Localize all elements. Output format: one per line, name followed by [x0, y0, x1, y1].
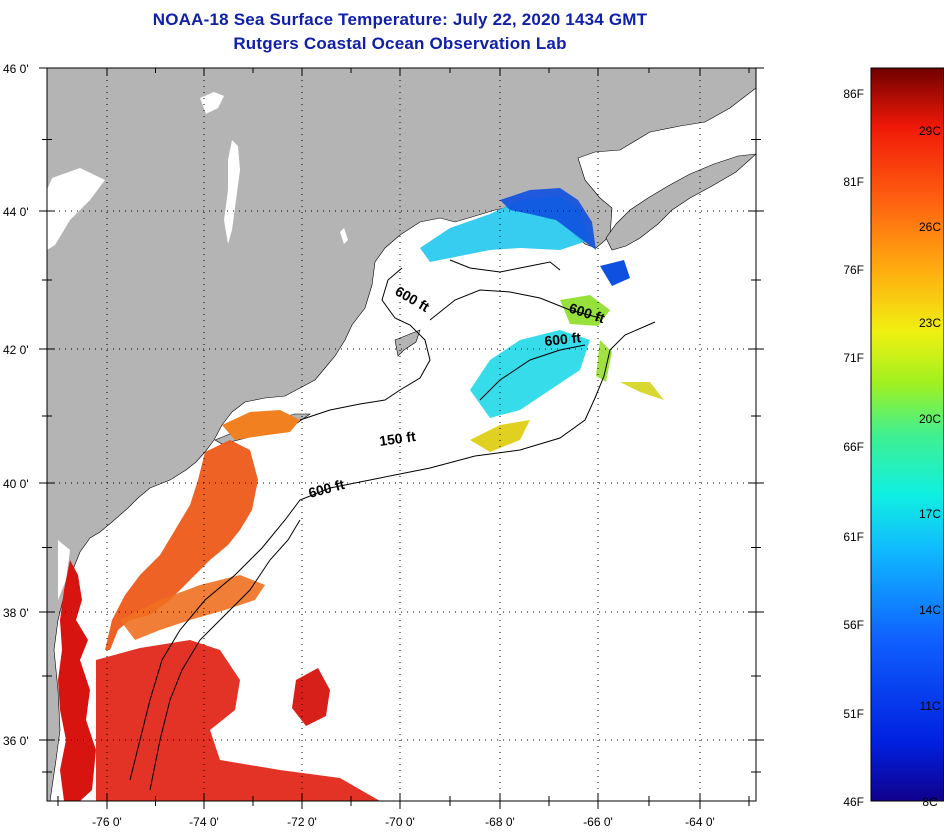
map-plot-area: 600 ft 600 ft 600 ft 150 ft 600 ft — [47, 68, 756, 801]
colorbar-label-86f: 86F — [843, 87, 864, 101]
sst-yellow-east — [620, 382, 664, 400]
longitude-labels: -76 0' -74 0' -72 0' -70 0' -68 0' -66 0… — [92, 815, 715, 829]
lat-label-36: 36 0' — [3, 734, 29, 748]
colorbar-label-46f: 46F — [843, 795, 864, 809]
colorbar-label-26c: 26C — [919, 220, 941, 234]
colorbar-label-61f: 61F — [843, 530, 864, 544]
colorbar-label-11c: 11C — [919, 699, 940, 713]
graticule-grid — [47, 68, 756, 801]
lat-label-46: 46 0' — [3, 62, 29, 76]
lat-label-40: 40 0' — [3, 477, 29, 491]
axis-ticks — [39, 67, 764, 809]
lat-label-38: 38 0' — [3, 606, 29, 620]
nova-scotia — [605, 153, 756, 251]
contour-label-150: 150 ft — [378, 428, 417, 449]
contour-label-600-georges: 600 ft — [544, 329, 582, 349]
map-frame — [46, 67, 757, 802]
colorbar-label-8c: 8C — [922, 795, 938, 809]
colorbar-label-51f: 51F — [843, 707, 864, 721]
colorbar-gradient — [870, 67, 944, 802]
sst-georges-bank — [470, 330, 590, 418]
lon-label-74: -74 0' — [189, 815, 219, 829]
lat-label-44: 44 0' — [3, 205, 29, 219]
land-mass — [47, 68, 756, 801]
lon-label-70: -70 0' — [385, 815, 415, 829]
sst-orange-long-island — [222, 410, 300, 440]
lat-label-42: 42 0' — [3, 343, 29, 357]
latitude-labels: 46 0' 44 0' 42 0' 40 0' 38 0' 36 0' — [3, 62, 29, 748]
lon-label-76: -76 0' — [92, 815, 122, 829]
colorbar-label-81f: 81F — [843, 175, 864, 189]
colorbar-label-76f: 76F — [843, 263, 864, 277]
colorbar-label-66f: 66F — [843, 440, 864, 454]
sst-blue-patch — [600, 260, 630, 286]
sst-green-east — [596, 340, 612, 382]
chesapeake-bay — [58, 560, 96, 801]
bathymetry-contours — [129, 259, 656, 791]
colorbar-label-71f: 71F — [843, 351, 864, 365]
colorbar-label-17c: 17C — [919, 507, 941, 521]
colorbar-label-20c: 20C — [919, 412, 941, 426]
colorbar-label-14c: 14C — [919, 603, 941, 617]
lon-label-66: -66 0' — [583, 815, 613, 829]
map-title: NOAA-18 Sea Surface Temperature: July 22… — [152, 10, 648, 29]
sst-hot-south — [96, 640, 380, 801]
temperature-colorbar: 86F 81F 76F 71F 66F 61F 56F 51F 46F 29C … — [843, 67, 944, 809]
map-subtitle: Rutgers Coastal Ocean Observation Lab — [233, 34, 567, 53]
sst-warm-offshore — [120, 575, 265, 640]
sst-blue-gom — [500, 188, 596, 250]
lon-label-64: -64 0' — [685, 815, 715, 829]
lon-label-72: -72 0' — [287, 815, 317, 829]
sst-hot-patch — [292, 668, 330, 726]
colorbar-label-29c: 29C — [919, 124, 941, 138]
colorbar-label-56f: 56F — [843, 618, 864, 632]
inland-lakes — [47, 92, 348, 600]
sst-yellow-edge — [470, 420, 530, 452]
colorbar-label-23c: 23C — [919, 316, 941, 330]
sst-warm-shelf — [105, 440, 258, 650]
lon-label-68: -68 0' — [485, 815, 515, 829]
